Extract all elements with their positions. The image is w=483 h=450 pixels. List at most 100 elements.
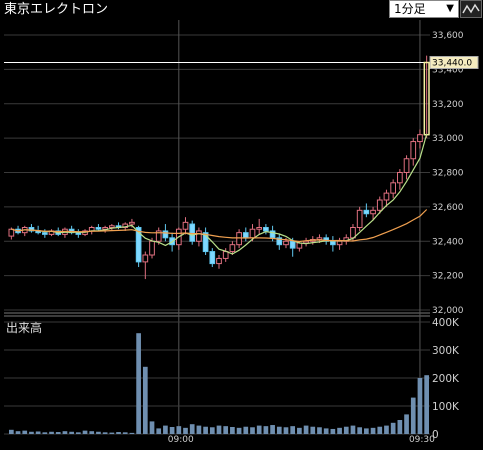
price-tick-label: 33,400 — [432, 65, 464, 75]
candle-body — [216, 257, 222, 265]
volume-bar — [263, 426, 269, 434]
volume-bar — [89, 431, 95, 434]
volume-bar — [29, 431, 34, 434]
volume-bar — [15, 431, 21, 434]
volume-bar — [377, 426, 383, 434]
candle-body — [196, 230, 202, 242]
volume-bar — [270, 425, 275, 434]
chevron-down-icon: ▼ — [446, 3, 454, 14]
stock-title: 東京エレクトロン — [4, 2, 109, 17]
volume-bar — [343, 426, 349, 434]
price-tick-label: 32,800 — [432, 169, 464, 179]
volume-bar — [55, 432, 61, 434]
candle-body — [242, 232, 249, 239]
volume-bar — [390, 422, 396, 434]
candle-body — [8, 228, 15, 237]
volume-bar — [350, 425, 356, 434]
volume-bar — [283, 427, 289, 434]
candle-body — [222, 251, 229, 259]
candle-body — [162, 230, 169, 239]
volume-bar — [317, 427, 322, 434]
candle-body — [75, 232, 82, 235]
volume-bar — [149, 421, 155, 434]
chart-type-button[interactable] — [460, 0, 482, 18]
candle-body — [397, 172, 403, 184]
volume-bar — [424, 375, 429, 434]
volume-bar — [129, 432, 135, 434]
volume-bar — [243, 426, 249, 434]
volume-bar — [75, 432, 81, 434]
volume-bar — [303, 425, 309, 434]
candle-body — [417, 134, 423, 143]
volume-bar — [410, 397, 416, 434]
price-tick-label: 33,200 — [432, 100, 464, 110]
volume-tick-label: 200K — [432, 373, 460, 385]
line-chart-icon — [462, 3, 480, 14]
last-price-label: 33,440.0 — [432, 59, 472, 69]
price-tick-label: 32,600 — [432, 203, 464, 213]
price-tick-label: 32,200 — [432, 272, 464, 282]
volume-bar — [216, 425, 222, 434]
volume-tick-label: 0 — [432, 429, 439, 441]
candle-body — [202, 232, 209, 253]
volume-bar — [404, 414, 409, 434]
volume-bar — [209, 427, 215, 434]
candle-body — [276, 237, 283, 246]
candle-body — [95, 227, 102, 230]
candle-body — [102, 227, 108, 230]
volume-tick-label: 300K — [432, 345, 460, 357]
volume-bar — [122, 432, 128, 434]
volume-bar — [203, 426, 208, 434]
volume-bar — [169, 427, 175, 434]
volume-bar — [42, 432, 48, 434]
candle-body — [155, 230, 162, 242]
interval-select-value: 1分足 — [394, 2, 426, 16]
candle-body — [142, 254, 149, 263]
volume-bar — [189, 424, 195, 434]
volume-bar — [230, 427, 235, 434]
price-tick-label: 33,000 — [432, 134, 464, 144]
volume-bar — [62, 431, 68, 434]
last-price-tag — [429, 56, 479, 69]
price-tick-label: 32,400 — [432, 237, 464, 247]
candle-body — [370, 209, 376, 215]
volume-bar — [116, 432, 121, 434]
volume-bar — [9, 429, 14, 434]
candle-body — [330, 240, 336, 246]
volume-bar — [397, 420, 403, 434]
candle-body — [303, 240, 309, 244]
volume-tick-label: 100K — [432, 401, 460, 413]
volume-bar — [109, 432, 115, 434]
candle-body — [390, 182, 397, 194]
candle-body — [410, 141, 417, 160]
volume-bar — [82, 430, 88, 434]
candle-body — [363, 209, 370, 215]
price-tick-label: 33,600 — [432, 31, 464, 41]
candle-body — [28, 227, 35, 232]
candle-body — [403, 158, 410, 173]
candle-body — [383, 192, 390, 201]
candle-body — [249, 228, 256, 239]
candle-body — [209, 251, 216, 265]
interval-select[interactable]: 1分足 ▼ — [389, 0, 459, 18]
volume-bar — [136, 333, 141, 434]
candle-body — [41, 232, 48, 235]
candle-body — [149, 240, 155, 256]
volume-bar — [22, 430, 28, 434]
volume-bar — [330, 428, 336, 434]
candle-body — [323, 237, 330, 242]
volume-bar — [250, 427, 255, 434]
volume-bar — [384, 425, 389, 434]
volume-bar — [142, 366, 148, 434]
candle-body — [283, 240, 289, 246]
volume-tick-label: 400K — [432, 317, 460, 329]
volume-bar — [370, 427, 376, 434]
volume-bar — [35, 431, 41, 434]
candle-body — [289, 240, 296, 249]
volume-bar — [276, 426, 282, 434]
candle-body — [135, 227, 142, 263]
candle-body — [108, 225, 115, 228]
volume-bar — [163, 425, 168, 434]
volume-bar — [176, 426, 182, 434]
